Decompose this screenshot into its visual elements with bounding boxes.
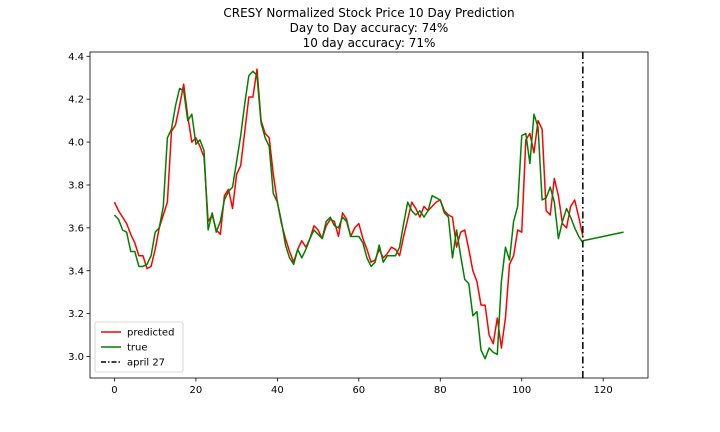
x-tick-label: 20 — [190, 385, 203, 396]
x-tick-label: 60 — [352, 385, 365, 396]
y-tick-label: 3.6 — [68, 223, 84, 234]
y-tick-label: 3.2 — [68, 309, 84, 320]
legend-label-predicted: predicted — [127, 328, 174, 339]
x-tick-label: 100 — [512, 385, 531, 396]
legend-box — [94, 321, 184, 373]
y-tick-label: 3.4 — [68, 266, 84, 277]
plot-area — [113, 52, 624, 378]
y-tick-label: 4.4 — [68, 52, 84, 63]
series-line-true — [113, 70, 584, 360]
y-tick-label: 4.0 — [68, 138, 84, 149]
x-tick-label: 40 — [271, 385, 284, 396]
y-tick-label: 3.8 — [68, 180, 84, 191]
series-line-predicted — [113, 68, 584, 349]
x-tick-label: 120 — [594, 385, 613, 396]
axes: 0 20 40 60 80 100 120 3.0 3.2 3.4 3.6 3.8 4.0 4.2 4.4 — [68, 51, 649, 396]
series-line-extension-2 — [582, 231, 624, 242]
chart-title-line-2: Day to Day accuracy: 74% — [290, 21, 449, 35]
legend-label-true: true — [127, 343, 148, 354]
x-tick-label: 80 — [434, 385, 447, 396]
legend: predicted true april 27 — [94, 321, 184, 373]
legend-label-april-27: april 27 — [127, 358, 165, 369]
y-tick-label: 4.2 — [68, 95, 84, 106]
y-tick-label: 3.0 — [68, 352, 84, 363]
chart-title-line-1: CRESY Normalized Stock Price 10 Day Pred… — [223, 6, 514, 20]
plot-frame — [89, 51, 649, 379]
x-tick-label: 0 — [111, 385, 117, 396]
chart-title: CRESY Normalized Stock Price 10 Day Pred… — [223, 6, 514, 50]
chart-title-line-3: 10 day accuracy: 71% — [303, 36, 436, 50]
